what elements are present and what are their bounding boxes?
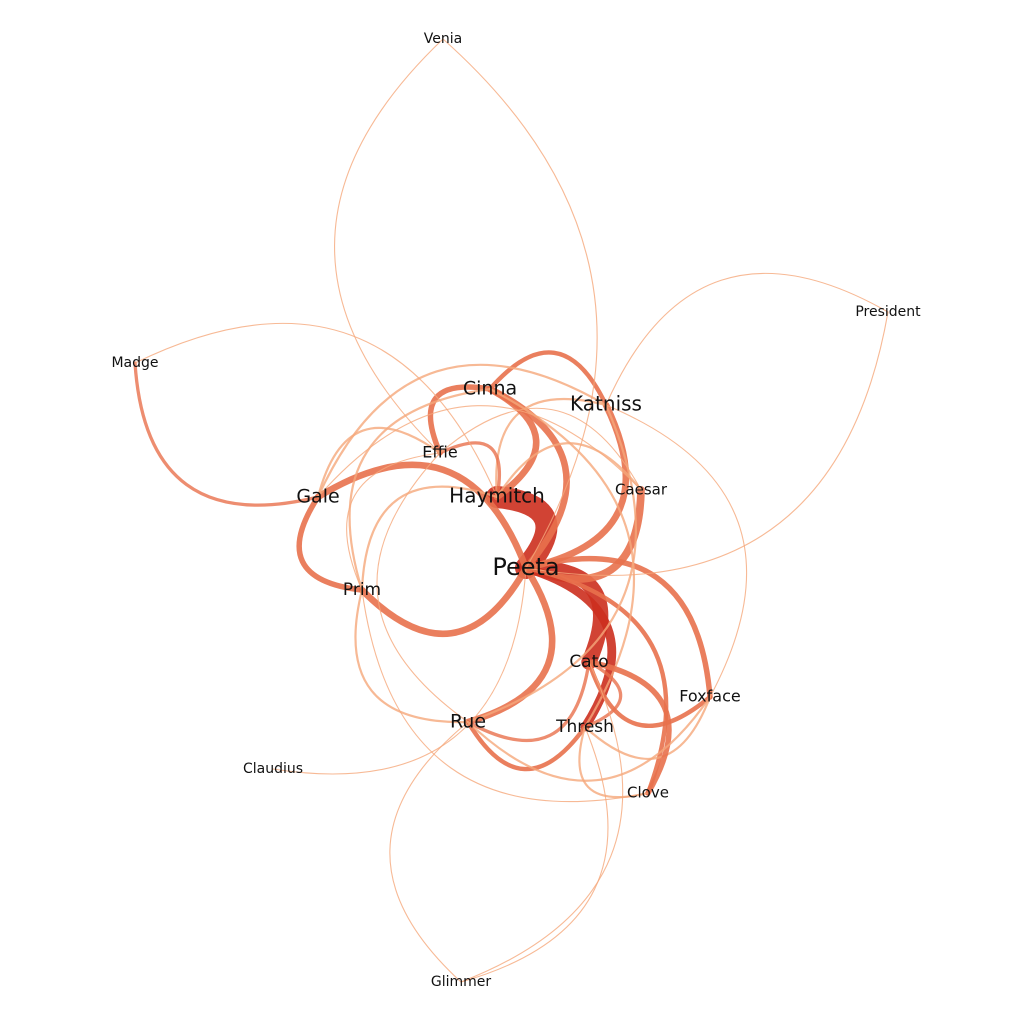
node-label-clove[interactable]: Clove: [627, 784, 669, 802]
edge-cinna-effie: [427, 384, 493, 456]
edge-cato-glimmer: [460, 661, 624, 983]
node-label-foxface[interactable]: Foxface: [679, 687, 740, 706]
edge-rue-thresh: [465, 719, 588, 772]
edge-haymitch-caesar: [495, 442, 643, 499]
edge-cato-clove: [586, 659, 672, 796]
edge-prim-rue: [354, 588, 470, 724]
node-label-cato[interactable]: Cato: [569, 652, 608, 672]
edge-haymitch-effie: [438, 441, 502, 499]
edge-rue-glimmer: [389, 721, 469, 983]
edge-prim-effie: [346, 452, 441, 591]
node-label-madge[interactable]: Madge: [111, 355, 158, 371]
edge-haymitch-prim: [360, 485, 499, 592]
edge-effie-caesar: [439, 407, 642, 491]
edge-thresh-glimmer: [460, 726, 609, 983]
edge-rue-effie: [376, 452, 469, 723]
node-label-gale[interactable]: Gale: [296, 486, 339, 508]
node-label-haymitch[interactable]: Haymitch: [449, 484, 545, 508]
edge-peeta-clove: [523, 565, 669, 796]
edge-cinna-prim: [348, 387, 492, 592]
edge-peeta-president: [525, 311, 889, 576]
node-label-venia[interactable]: Venia: [424, 31, 462, 47]
edge-haymitch-madge: [134, 322, 498, 498]
edge-katniss-president: [605, 272, 889, 406]
node-label-katniss[interactable]: Katniss: [570, 392, 642, 416]
node-label-claudius[interactable]: Claudius: [243, 761, 303, 777]
edge-peeta-claudius: [272, 567, 527, 775]
edge-gale-caesar: [317, 405, 642, 498]
edge-foxface-rue: [466, 695, 712, 782]
edge-thresh-cato: [583, 660, 623, 729]
edge-peeta-foxface: [523, 555, 713, 700]
edge-rue-cato: [466, 660, 591, 743]
node-label-rue[interactable]: Rue: [450, 711, 486, 733]
edge-gale-madge: [133, 361, 320, 507]
edges-layer: [133, 38, 889, 983]
node-label-peeta[interactable]: Peeta: [492, 553, 559, 581]
edge-katniss-gale: [316, 363, 608, 499]
node-label-caesar[interactable]: Caesar: [615, 481, 668, 499]
edge-peeta-prim: [358, 564, 530, 638]
edge-gale-effie: [316, 426, 442, 499]
edge-katniss-rue: [466, 403, 637, 724]
labels-layer: Peeta Katniss Haymitch Cinna Gale Prim R…: [111, 31, 921, 990]
edge-effie-venia: [334, 38, 444, 454]
node-label-president[interactable]: President: [855, 304, 921, 320]
edge-thresh-foxface: [583, 695, 712, 761]
edge-foxface-katniss: [605, 404, 748, 698]
edge-cato-foxface: [586, 659, 713, 728]
node-label-thresh[interactable]: Thresh: [555, 717, 614, 737]
edge-katniss-cinna: [487, 350, 609, 408]
edge-gale-prim: [296, 494, 365, 593]
node-label-cinna[interactable]: Cinna: [463, 378, 517, 400]
edge-peeta-venia: [442, 38, 598, 569]
edge-haymitch-cinna: [486, 385, 540, 501]
node-label-prim[interactable]: Prim: [343, 580, 381, 600]
node-label-effie[interactable]: Effie: [422, 443, 457, 462]
edge-clove-prim: [361, 589, 649, 803]
node-label-glimmer[interactable]: Glimmer: [431, 974, 492, 990]
